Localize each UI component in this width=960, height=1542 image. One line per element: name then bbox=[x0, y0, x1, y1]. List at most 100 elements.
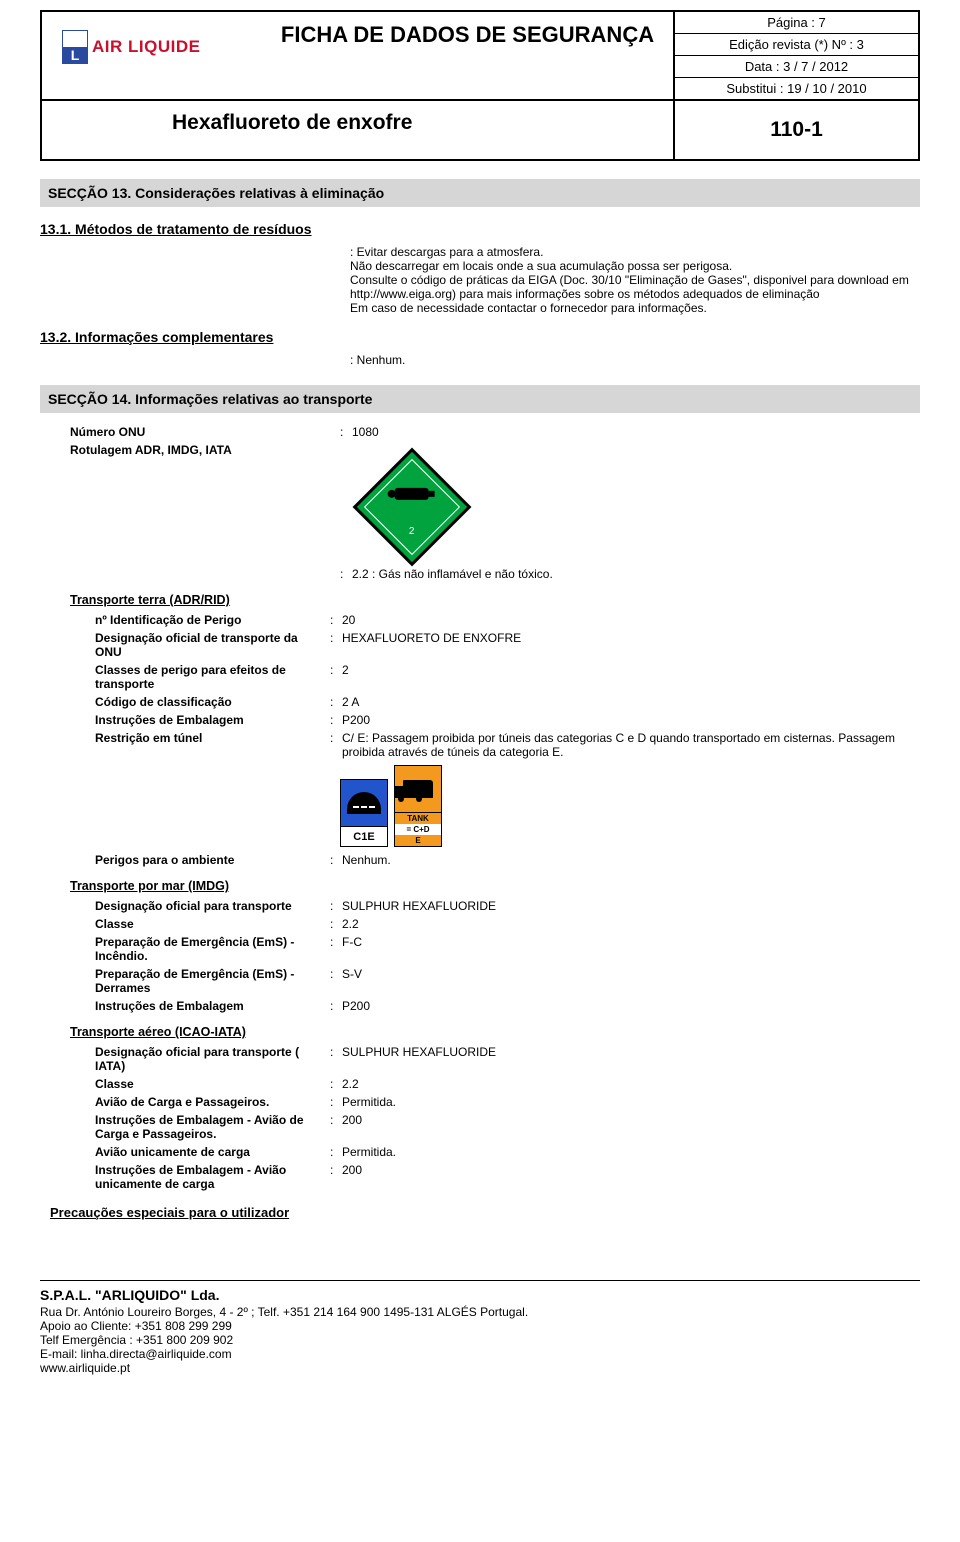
imdg-spill-row: Preparação de Emergência (EmS) - Derrame… bbox=[40, 967, 920, 995]
colon: : bbox=[330, 631, 342, 659]
header-box: L AIR LIQUIDE FICHA DE DADOS DE SEGURANÇ… bbox=[40, 10, 920, 161]
section-13-1-head: 13.1. Métodos de tratamento de resíduos bbox=[40, 221, 920, 237]
imdg-fire-value: F-C bbox=[342, 935, 920, 963]
eq-label: = C+D bbox=[395, 824, 441, 835]
iata-cao-pi-value: 200 bbox=[342, 1163, 920, 1191]
colon: : bbox=[330, 695, 342, 709]
tunnel-sign-graphic: C1E TANK = C+D E bbox=[340, 765, 920, 847]
imdg-fire-label: Preparação de Emergência (EmS) - Incêndi… bbox=[95, 935, 330, 963]
adr-psn-value: HEXAFLUORETO DE ENXOFRE bbox=[342, 631, 920, 659]
company-web: www.airliquide.pt bbox=[40, 1361, 920, 1375]
section-13-2-head: 13.2. Informações complementares bbox=[40, 329, 920, 345]
iata-class-value: 2.2 bbox=[342, 1077, 920, 1091]
iata-pax-label: Avião de Carga e Passageiros. bbox=[95, 1095, 330, 1109]
adr-cc-row: Código de classificação : 2 A bbox=[40, 695, 920, 709]
gas-cylinder-icon bbox=[395, 488, 429, 500]
imdg-fire-row: Preparação de Emergência (EmS) - Incêndi… bbox=[40, 935, 920, 963]
hazard-diamond-inner: 2 bbox=[395, 488, 429, 527]
adr-head: Transporte terra (ADR/RID) bbox=[70, 593, 920, 607]
adr-class-row: Classes de perigo para efeitos de transp… bbox=[40, 663, 920, 691]
labelling-label: Rotulagem ADR, IMDG, IATA bbox=[70, 443, 340, 457]
adr-pi-label: Instruções de Embalagem bbox=[95, 713, 330, 727]
tunnel-c1e-sign: C1E bbox=[340, 779, 392, 847]
un-value: 1080 bbox=[352, 425, 920, 439]
adr-cc-label: Código de classificação bbox=[95, 695, 330, 709]
colon: : bbox=[330, 663, 342, 691]
colon: : bbox=[350, 245, 357, 259]
colon: : bbox=[330, 1077, 342, 1091]
adr-pi-row: Instruções de Embalagem : P200 bbox=[40, 713, 920, 727]
colon: : bbox=[330, 967, 342, 995]
section-14-bar: SECÇÃO 14. Informações relativas ao tran… bbox=[40, 385, 920, 413]
company-address: Rua Dr. António Loureiro Borges, 4 - 2º … bbox=[40, 1305, 920, 1319]
meta-cell: Página : 7 Edição revista (*) Nº : 3 Dat… bbox=[673, 12, 918, 99]
imdg-class-label: Classe bbox=[95, 917, 330, 931]
hazard-diamond-wrapper: 2 bbox=[320, 465, 920, 549]
revision: Edição revista (*) Nº : 3 bbox=[673, 34, 918, 56]
section-13-2-value: Nenhum. bbox=[357, 353, 406, 367]
logo-mark-icon: L bbox=[62, 30, 88, 64]
supersedes: Substitui : 19 / 10 / 2010 bbox=[673, 78, 918, 99]
colon: : bbox=[330, 613, 342, 627]
support-phone: Apoio ao Cliente: +351 808 299 299 bbox=[40, 1319, 920, 1333]
adr-class-label: Classes de perigo para efeitos de transp… bbox=[95, 663, 330, 691]
colon: : bbox=[330, 1145, 342, 1159]
imdg-pi-label: Instruções de Embalagem bbox=[95, 999, 330, 1013]
tunnel-c1e-label: C1E bbox=[340, 827, 388, 847]
colon: : bbox=[330, 1163, 342, 1191]
precautions-head: Precauções especiais para o utilizador bbox=[50, 1205, 920, 1220]
page-number: Página : 7 bbox=[673, 12, 918, 34]
logo-cell: L AIR LIQUIDE bbox=[42, 12, 262, 99]
iata-cao-value: Permitida. bbox=[342, 1145, 920, 1159]
colon: : bbox=[330, 1113, 342, 1141]
gas-class-value: 2.2 : Gás não inflamável e não tóxico. bbox=[352, 567, 920, 581]
iata-psn-value: SULPHUR HEXAFLUORIDE bbox=[342, 1045, 920, 1073]
iata-pax-pi-label: Instruções de Embalagem - Avião de Carga… bbox=[95, 1113, 330, 1141]
imdg-psn-label: Designação oficial para transporte bbox=[95, 899, 330, 913]
colon: : bbox=[330, 935, 342, 963]
imdg-pi-row: Instruções de Embalagem : P200 bbox=[40, 999, 920, 1013]
iata-pax-value: Permitida. bbox=[342, 1095, 920, 1109]
adr-psn-row: Designação oficial de transporte da ONU … bbox=[40, 631, 920, 659]
iata-cao-row: Avião unicamente de carga : Permitida. bbox=[40, 1145, 920, 1159]
iata-pax-row: Avião de Carga e Passageiros. : Permitid… bbox=[40, 1095, 920, 1109]
colon: : bbox=[330, 1045, 342, 1073]
adr-hin-row: nº Identificação de Perigo : 20 bbox=[40, 613, 920, 627]
imdg-class-value: 2.2 bbox=[342, 917, 920, 931]
iata-cao-pi-label: Instruções de Embalagem - Avião unicamen… bbox=[95, 1163, 330, 1191]
colon: : bbox=[330, 999, 342, 1013]
colon: : bbox=[330, 713, 342, 727]
labelling-row: Rotulagem ADR, IMDG, IATA bbox=[40, 443, 920, 457]
env-value: Nenhum. bbox=[342, 853, 920, 867]
adr-tunnel-row: Restrição em túnel : C/ E: Passagem proi… bbox=[40, 731, 920, 759]
adr-psn-label: Designação oficial de transporte da ONU bbox=[95, 631, 330, 659]
truck-icon bbox=[394, 765, 442, 813]
header-top: L AIR LIQUIDE FICHA DE DADOS DE SEGURANÇ… bbox=[42, 12, 918, 99]
imdg-spill-label: Preparação de Emergência (EmS) - Derrame… bbox=[95, 967, 330, 995]
adr-hin-label: nº Identificação de Perigo bbox=[95, 613, 330, 627]
iata-cao-pi-row: Instruções de Embalagem - Avião unicamen… bbox=[40, 1163, 920, 1191]
gas-class-row: : 2.2 : Gás não inflamável e não tóxico. bbox=[40, 567, 920, 581]
page: L AIR LIQUIDE FICHA DE DADOS DE SEGURANÇ… bbox=[0, 0, 960, 1395]
colon: : bbox=[330, 917, 342, 931]
un-number-row: Número ONU : 1080 bbox=[40, 425, 920, 439]
company-name: S.P.A.L. "ARLIQUIDO" Lda. bbox=[40, 1287, 920, 1303]
imdg-class-row: Classe : 2.2 bbox=[40, 917, 920, 931]
imdg-spill-value: S-V bbox=[342, 967, 920, 995]
iata-class-label: Classe bbox=[95, 1077, 330, 1091]
section-13-1-text: Evitar descargas para a atmosfera. Não d… bbox=[350, 245, 909, 315]
hazard-diamond-icon: 2 bbox=[353, 448, 472, 567]
company-email: E-mail: linha.directa@airliquide.com bbox=[40, 1347, 920, 1361]
imdg-psn-row: Designação oficial para transporte : SUL… bbox=[40, 899, 920, 913]
adr-class-value: 2 bbox=[342, 663, 920, 691]
colon: : bbox=[330, 731, 342, 759]
hazard-class-num: 2 bbox=[409, 526, 415, 537]
iata-pax-pi-row: Instruções de Embalagem - Avião de Carga… bbox=[40, 1113, 920, 1141]
tunnel-tank-sign: TANK = C+D E bbox=[394, 765, 446, 847]
colon: : bbox=[340, 425, 352, 439]
imdg-psn-value: SULPHUR HEXAFLUORIDE bbox=[342, 899, 920, 913]
logo-text: AIR LIQUIDE bbox=[92, 37, 200, 57]
date: Data : 3 / 7 / 2012 bbox=[673, 56, 918, 78]
iata-cao-label: Avião unicamente de carga bbox=[95, 1145, 330, 1159]
doc-title-cell: FICHA DE DADOS DE SEGURANÇA bbox=[262, 12, 673, 99]
